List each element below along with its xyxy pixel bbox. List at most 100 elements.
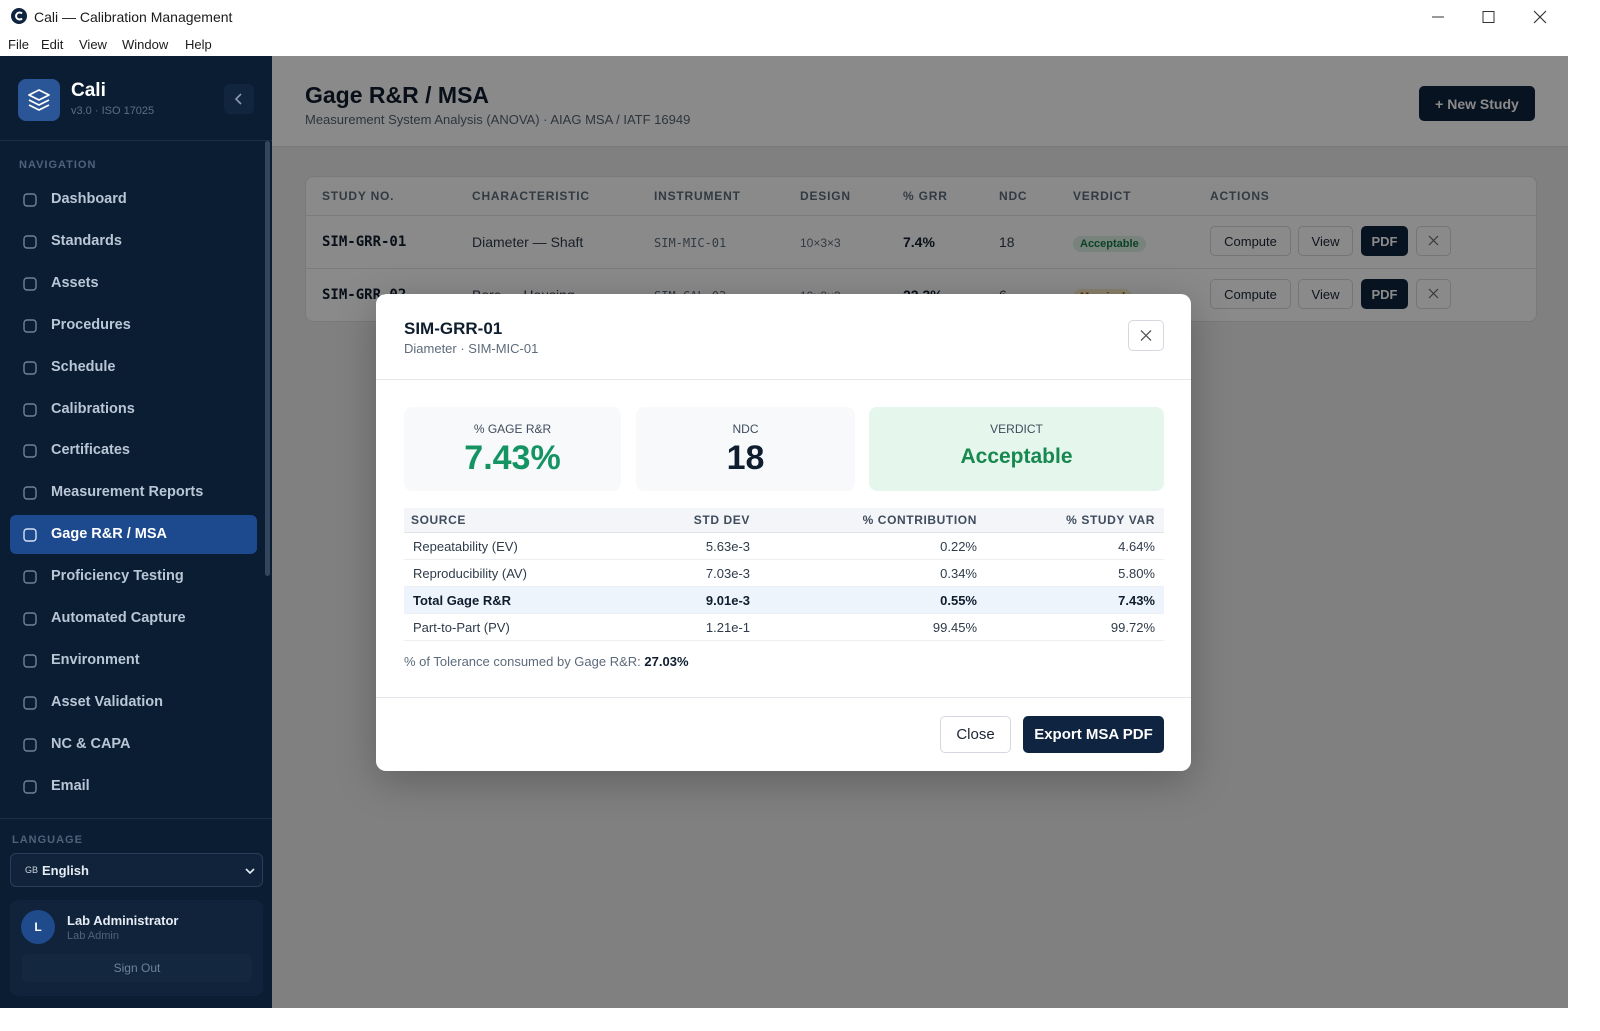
nav-icon <box>23 235 37 249</box>
nav-item[interactable]: Calibrations <box>10 390 257 429</box>
modal-close-icon[interactable] <box>1128 320 1164 351</box>
nav-label: Calibrations <box>51 400 135 417</box>
table-cell: 5.80% <box>1118 566 1155 581</box>
table-cell: SIM-GRR-01 <box>322 234 407 250</box>
nav-item[interactable]: Assets <box>10 264 257 303</box>
nav-item[interactable]: Proficiency Testing <box>10 557 257 596</box>
nav-item[interactable]: Schedule <box>10 348 257 387</box>
menu-item[interactable]: Edit <box>41 37 64 52</box>
nav-item[interactable]: Gage R&R / MSA <box>10 515 257 555</box>
table-cell: 9.01e-3 <box>705 593 750 608</box>
column-header: % CONTRIBUTION <box>862 513 977 527</box>
table-cell: 0.55% <box>940 593 977 608</box>
nav-label: Proficiency Testing <box>51 568 184 585</box>
window-title: Cali — Calibration Management <box>34 9 233 25</box>
nav-icon <box>23 528 37 542</box>
new-study-button[interactable]: + New Study <box>1419 86 1535 121</box>
table-cell: 7.03e-3 <box>705 566 750 581</box>
action-button[interactable]: View <box>1298 279 1353 309</box>
table-row <box>404 533 1164 560</box>
column-header: STUDY NO. <box>322 189 395 203</box>
menu-item[interactable]: File <box>8 37 29 52</box>
nav-item[interactable]: Email <box>10 767 257 806</box>
delete-button[interactable] <box>1416 279 1451 309</box>
table-cell: 1.21e-1 <box>705 620 750 635</box>
nav-item[interactable]: Procedures <box>10 306 257 345</box>
nav-label: Procedures <box>51 316 131 333</box>
action-button[interactable]: PDF <box>1361 279 1408 309</box>
nav-icon <box>23 654 37 668</box>
nav-item[interactable]: Environment <box>10 641 257 680</box>
divider <box>0 140 272 141</box>
column-header: % GRR <box>903 189 948 203</box>
table-row <box>404 614 1164 641</box>
action-button[interactable]: Compute <box>1210 279 1291 309</box>
modal: SIM-GRR-01 Diameter · SIM-MIC-01 SOURCE S… <box>376 294 1191 771</box>
nav-label: Certificates <box>51 442 130 459</box>
language-select[interactable]: GB English <box>10 853 263 887</box>
menu-item[interactable]: Window <box>122 37 169 52</box>
table-header-row <box>404 508 1164 533</box>
nav-label: Automated Capture <box>51 610 186 626</box>
nav-label: Measurement Reports <box>51 484 204 501</box>
export-button[interactable]: Export MSA PDF <box>1023 716 1164 753</box>
table-cell: Part-to-Part (PV) <box>413 620 510 635</box>
table-cell: 18 <box>999 234 1015 250</box>
delete-button[interactable] <box>1416 226 1451 256</box>
nav-item[interactable]: Measurement Reports <box>10 473 257 512</box>
verdict-badge: Acceptable <box>1073 236 1146 252</box>
nav-label: Gage R&R / MSA <box>51 526 168 543</box>
nav-item[interactable]: Standards <box>10 222 257 261</box>
column-header: INSTRUMENT <box>654 189 741 203</box>
column-header: STD DEV <box>693 513 750 527</box>
nav-icon <box>23 360 37 375</box>
stat-value: 18 <box>726 439 765 477</box>
sign-out-button[interactable]: Sign Out <box>22 954 252 982</box>
window-controls[interactable] <box>1430 10 1550 24</box>
user-card: L Lab Administrator Lab Admin Sign Out <box>10 900 263 996</box>
stat-label: % GAGE R&R <box>473 422 552 436</box>
nav-item[interactable]: Asset Validation <box>10 683 257 722</box>
action-button[interactable]: View <box>1298 226 1353 256</box>
nav-icon <box>23 444 37 459</box>
nav-label: Email <box>51 777 90 794</box>
nav-icon <box>23 570 37 584</box>
nav-heading: NAVIGATION <box>19 159 97 171</box>
menu-item[interactable]: View <box>79 37 107 52</box>
collapse-button[interactable] <box>224 84 254 114</box>
table-cell: 7.4% <box>903 234 935 250</box>
stat-card: NDC 18 <box>636 407 855 491</box>
table-cell: 4.64% <box>1118 539 1155 554</box>
table-row <box>404 560 1164 587</box>
nav-label: Assets <box>51 274 99 291</box>
modal-title: SIM-GRR-01 <box>404 319 503 338</box>
nav-item[interactable]: Certificates <box>10 431 257 470</box>
table-header-row <box>306 177 1536 216</box>
app-window: Cali — Calibration Management File Edit Vi… <box>0 8 1568 1008</box>
tolerance-note-label: % of Tolerance consumed by Gage R&R: <box>404 654 641 669</box>
nav-icon <box>23 402 37 417</box>
menu-item[interactable]: Help <box>185 37 212 52</box>
app-name: Cali <box>71 80 106 101</box>
row-divider <box>306 268 1536 269</box>
column-header: NDC <box>999 189 1028 203</box>
close-button[interactable]: Close <box>940 716 1011 753</box>
divider <box>0 818 272 819</box>
nav-label: Environment <box>51 651 140 668</box>
page-title: Gage R&R / MSA <box>305 82 490 108</box>
nav-item[interactable]: NC & CAPA <box>10 725 257 764</box>
action-button[interactable]: Compute <box>1210 226 1291 256</box>
logo <box>18 79 60 121</box>
menu-bar: File Edit View Window Help <box>0 33 1568 56</box>
action-button[interactable]: PDF <box>1361 226 1408 256</box>
tolerance-note-value: 27.03% <box>644 654 689 669</box>
table-cell: 99.72% <box>1110 620 1155 635</box>
language-value: English <box>42 863 89 878</box>
nav-item[interactable]: Dashboard <box>10 180 257 219</box>
column-header: CHARACTERISTIC <box>472 189 590 203</box>
nav-icon <box>23 779 37 794</box>
nav-icon <box>23 193 37 207</box>
nav-item[interactable]: Automated Capture <box>10 599 257 638</box>
column-header: % STUDY VAR <box>1066 513 1155 527</box>
